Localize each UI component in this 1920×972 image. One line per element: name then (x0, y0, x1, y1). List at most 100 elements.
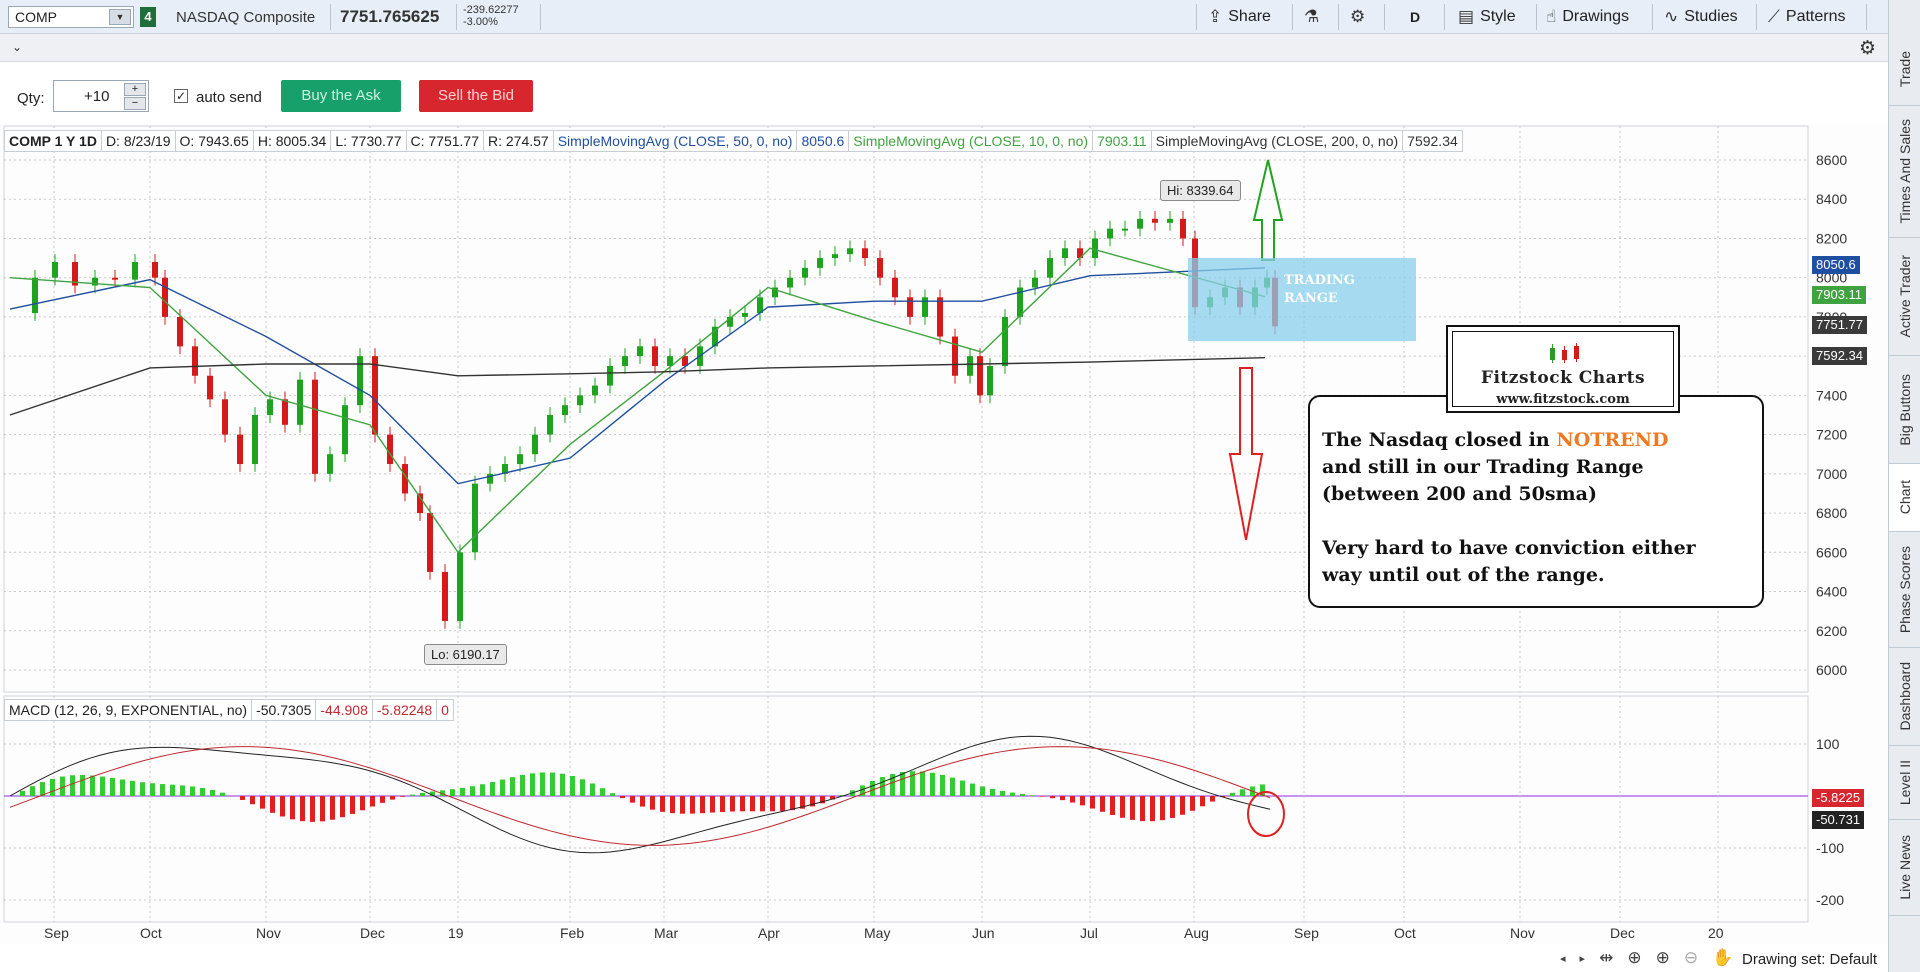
chart-controls: ◂ ▸ ⇹ ⊕ ⊕ ⊖ ✋ (1560, 948, 1733, 968)
qty-increment-button[interactable]: + (124, 83, 146, 96)
divider (330, 4, 331, 30)
flask-button[interactable]: ⚗ (1304, 0, 1319, 34)
tab-big-buttons[interactable]: Big Buttons (1889, 356, 1920, 464)
macd-histogram-bar (1180, 796, 1185, 815)
price-candle (237, 434, 243, 465)
zoom-in-icon[interactable]: ⊕ (1655, 948, 1670, 967)
tab-active-trader[interactable]: Active Trader (1889, 238, 1920, 356)
qty-decrement-button[interactable]: − (124, 97, 146, 110)
price-candle (402, 464, 408, 494)
buy-ask-button[interactable]: Buy the Ask (281, 80, 401, 112)
gear-icon[interactable]: ⚙ (1858, 38, 1876, 59)
price-candle (907, 297, 913, 317)
legend-close: C: 7751.77 (406, 130, 484, 152)
price-axis-tick: 6800 (1816, 505, 1847, 521)
macd-histogram-bar (820, 796, 825, 804)
macd-histogram-bar (140, 782, 145, 796)
drawings-button[interactable]: ☝ Drawings (1546, 0, 1629, 34)
macd-histogram-bar (20, 790, 25, 796)
macd-histogram-bar (600, 788, 605, 796)
sell-bid-button[interactable]: Sell the Bid (419, 80, 533, 112)
trading-range-line1: TRADING (1284, 273, 1355, 288)
tab-live-news[interactable]: Live News (1889, 820, 1920, 916)
logo-title: Fitzstock Charts (1480, 368, 1646, 388)
macd-label[interactable]: MACD (12, 26, 9, EXPONENTIAL, no) (4, 699, 253, 721)
macd-histogram-bar (370, 796, 375, 807)
macd-histogram-bar (30, 786, 35, 796)
legend-sma50-label[interactable]: SimpleMovingAvg (CLOSE, 50, 0, no) (553, 130, 798, 152)
period-button[interactable]: D (1410, 0, 1420, 34)
tab-level-ii[interactable]: Level II (1889, 746, 1920, 820)
divider (456, 4, 457, 30)
symbol-input[interactable]: COMP ▼ (8, 6, 134, 28)
crosshair-icon[interactable]: ⊕ (1627, 948, 1642, 967)
symbol-change: -239.62277 -3.00% (463, 4, 519, 28)
trading-range-box[interactable]: TRADING RANGE (1188, 258, 1416, 341)
price-candle (267, 399, 273, 415)
divider (1338, 4, 1339, 30)
macd-histogram-bar (490, 782, 495, 796)
price-candle (967, 356, 973, 376)
macd-histogram-bar (500, 779, 505, 796)
price-candle (442, 571, 448, 621)
fit-icon[interactable]: ⇹ (1599, 948, 1614, 967)
price-candle (772, 287, 778, 298)
style-button[interactable]: ▤ Style (1458, 0, 1516, 34)
price-candle (502, 464, 508, 474)
macd-histogram-bar (920, 771, 925, 796)
order-entry-row: Qty: +10 + − ✓ auto send Buy the Ask Sel… (0, 62, 1888, 124)
price-candle (652, 346, 658, 366)
price-candle (282, 399, 288, 425)
macd-histogram-bar (870, 780, 875, 796)
macd-histogram-bar (910, 771, 915, 796)
price-candle (622, 356, 628, 366)
price-candle (667, 356, 673, 366)
zoom-out-icon[interactable]: ⊖ (1683, 948, 1699, 967)
tab-label: Chart (1897, 480, 1913, 515)
tab-dashboard[interactable]: Dashboard (1889, 648, 1920, 746)
tab-label: Active Trader (1897, 255, 1913, 338)
chevron-down-icon[interactable]: ▼ (109, 9, 131, 25)
price-axis-tick: 8400 (1816, 191, 1847, 207)
qty-input[interactable]: +10 + − (53, 80, 149, 112)
macd-histogram-bar (470, 786, 475, 796)
legend-sma200-label[interactable]: SimpleMovingAvg (CLOSE, 200, 0, no) (1151, 130, 1404, 152)
annotation-note[interactable]: The Nasdaq closed in NOTREND and still i… (1308, 395, 1764, 608)
tab-times-and-sales[interactable]: Times And Sales (1889, 106, 1920, 238)
macd-histogram-bar (740, 796, 745, 812)
chart-area[interactable]: 8600840082008000780076007400720070006800… (0, 124, 1888, 972)
price-candle (592, 385, 598, 396)
macd-histogram-bar (570, 776, 575, 796)
studies-button[interactable]: ∿ Studies (1664, 0, 1738, 34)
share-button[interactable]: ⇪ Share (1208, 0, 1271, 34)
macd-histogram-bar (590, 783, 595, 796)
settings-button[interactable]: ⚙ (1350, 0, 1365, 34)
drawing-set-selector[interactable]: Drawing set: Default (1742, 951, 1878, 968)
scroll-right-icon[interactable]: ▸ (1579, 953, 1586, 965)
macd-legend: MACD (12, 26, 9, EXPONENTIAL, no) -50.73… (4, 699, 454, 721)
chevron-down-icon[interactable]: ⌄ (12, 40, 23, 54)
tab-trade[interactable]: Trade (1889, 34, 1920, 106)
macd-histogram-bar (1130, 796, 1135, 820)
macd-avg: -44.908 (316, 699, 373, 721)
pan-hand-icon[interactable]: ✋ (1712, 948, 1734, 967)
patterns-button[interactable]: ⟋ Patterns (1768, 0, 1846, 34)
tab-label: Live News (1897, 835, 1913, 900)
time-axis-tick: Jun (972, 925, 995, 941)
price-candle (1107, 228, 1113, 239)
macd-histogram-bar (220, 792, 225, 796)
auto-send-checkbox[interactable]: ✓ (174, 89, 188, 103)
tab-phase-scores[interactable]: Phase Scores (1889, 532, 1920, 648)
price-candle (847, 248, 853, 255)
macd-histogram-bar (900, 772, 905, 796)
macd-histogram-bar (80, 774, 85, 796)
macd-histogram-bar (1240, 789, 1245, 796)
legend-sma10-label[interactable]: SimpleMovingAvg (CLOSE, 10, 0, no) (849, 130, 1094, 152)
scroll-left-icon[interactable]: ◂ (1560, 953, 1566, 965)
macd-histogram-bar (950, 777, 955, 796)
link-badge[interactable]: 4 (140, 7, 156, 27)
tab-chart[interactable]: Chart (1889, 464, 1920, 532)
macd-histogram-bar (1200, 796, 1205, 807)
macd-histogram-bar (660, 796, 665, 812)
logo-url: www.fitzstock.com (1496, 392, 1630, 407)
